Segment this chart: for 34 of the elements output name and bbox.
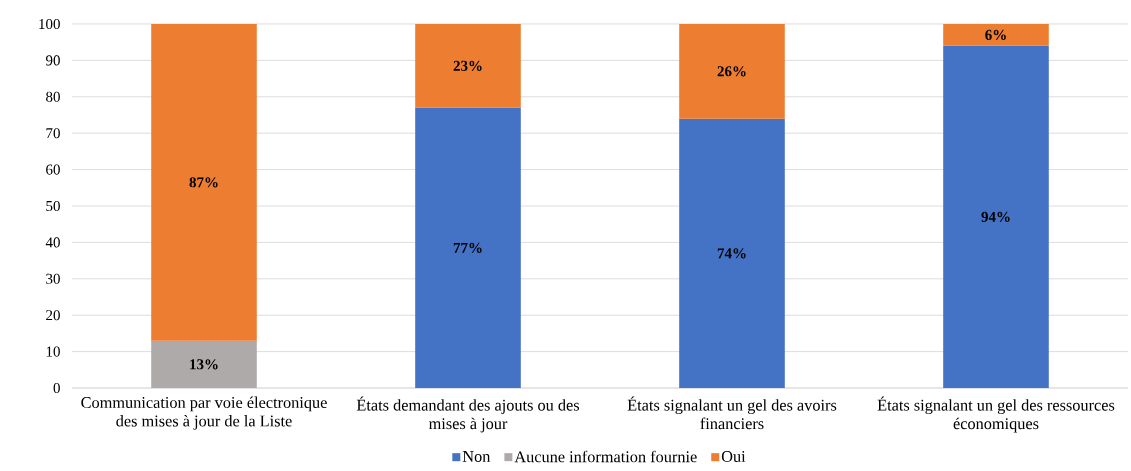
y-tick-label: 70: [46, 128, 60, 139]
bar: [415, 107, 521, 388]
data-label: 26%: [717, 66, 746, 77]
data-label: 94%: [981, 211, 1010, 223]
data-label: 87%: [189, 177, 218, 188]
x-tick-label: États demandant des ajouts ou des mises à jour: [356, 396, 580, 433]
legend-label: Oui: [721, 451, 746, 462]
y-tick-label: 0: [53, 382, 60, 394]
y-tick-label: 50: [46, 200, 60, 212]
x-tick-label: Communication par voie électronique des mises à jour de la Liste: [81, 396, 327, 430]
legend-label: Aucune information fournie: [514, 450, 697, 463]
bar: [151, 340, 257, 388]
legend-label: Non: [462, 451, 491, 462]
bar: [943, 45, 1049, 388]
y-tick-label: 40: [45, 237, 60, 248]
y-tick-label: 80: [46, 91, 60, 102]
bar: [943, 24, 1049, 46]
data-label: 23%: [453, 60, 482, 71]
x-tick-label: États signalant un gel des avoirs financiers: [627, 396, 837, 430]
data-label: 6%: [985, 29, 1006, 41]
bar: [679, 24, 785, 119]
y-tick-label: 30: [46, 273, 60, 284]
y-tick-label: 60: [46, 164, 60, 175]
bar: [151, 24, 257, 341]
x-tick-label: États signalant un gel des ressources économiques: [877, 396, 1115, 433]
y-tick-label: 100: [39, 18, 60, 30]
y-tick-label: 10: [46, 346, 60, 357]
bar: [679, 118, 785, 388]
y-tick-label: 90: [45, 55, 60, 66]
data-label: 77%: [453, 242, 482, 253]
bar: [415, 24, 521, 108]
y-tick-label: 20: [46, 310, 60, 321]
data-label: 74%: [717, 248, 746, 259]
data-label: 13%: [190, 359, 218, 370]
